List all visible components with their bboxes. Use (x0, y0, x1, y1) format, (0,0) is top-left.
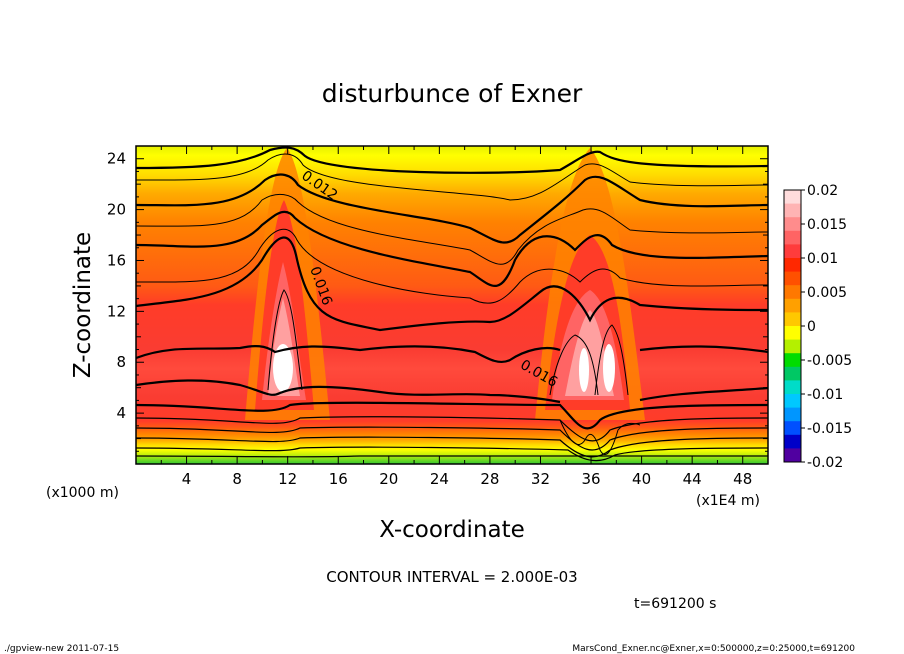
y-tick-label: 20 (107, 201, 126, 219)
colorbar-swatch (784, 434, 801, 449)
colorbar-swatch (784, 407, 801, 422)
colorbar-label: 0.02 (807, 183, 838, 199)
colorbar-swatch (784, 285, 801, 300)
y-tick-label: 12 (107, 302, 126, 320)
colorbar-swatch (784, 326, 801, 341)
heatmap-background (136, 146, 768, 464)
colorbar-swatch (784, 203, 801, 218)
x-axis-title: X-coordinate (379, 517, 525, 543)
y-axis-title: Z-coordinate (70, 232, 96, 378)
plume-right-peak-1 (579, 348, 589, 392)
y-axis-unit: (x1000 m) (46, 485, 119, 501)
colorbar-swatch (784, 244, 801, 259)
x-tick-label: 40 (632, 470, 651, 488)
y-tick-label: 24 (107, 150, 126, 168)
x-tick-label: 48 (733, 470, 752, 488)
y-tick-label: 16 (107, 251, 126, 269)
contour-interval: CONTOUR INTERVAL = 2.000E-03 (326, 568, 577, 586)
colorbar-swatch (784, 217, 801, 232)
x-tick-label: 8 (232, 470, 242, 488)
y-axis: 4 8 12 16 20 24 (107, 150, 768, 452)
colorbar-label: -0.005 (807, 353, 852, 369)
colorbar-swatch (784, 298, 801, 313)
x-axis: 4 8 12 16 20 24 28 32 36 40 44 48 (160, 146, 752, 488)
x-tick-label: 44 (683, 470, 702, 488)
y-tick-label: 8 (116, 353, 126, 371)
colorbar-swatch (784, 366, 801, 381)
plot-frame (135, 145, 769, 465)
x-tick-label: 32 (531, 470, 550, 488)
colorbar-swatch (784, 312, 801, 327)
colorbar-swatch (784, 353, 801, 368)
x-tick-label: 4 (182, 470, 192, 488)
y-tick-label: 4 (116, 404, 126, 422)
plot-area: 0.012 0.016 0.016 (136, 146, 768, 464)
colorbar: 0.02 0.015 0.01 0.005 0 -0.005 -0.01 -0.015 -0.0… (783, 183, 852, 471)
colorbar-label: 0.015 (807, 217, 847, 233)
x-tick-label: 20 (379, 470, 398, 488)
colorbar-swatch (784, 339, 801, 354)
colorbar-label: 0.005 (807, 285, 847, 301)
colorbar-label: -0.015 (807, 421, 852, 437)
x-tick-label: 24 (430, 470, 449, 488)
plume-right-peak-2 (603, 344, 615, 392)
x-tick-label: 16 (329, 470, 348, 488)
colorbar-swatch (784, 230, 801, 245)
x-axis-unit: (x1E4 m) (696, 493, 760, 509)
colorbar-swatch (784, 448, 801, 463)
time-label: t=691200 s (634, 596, 716, 612)
x-tick-label: 36 (581, 470, 600, 488)
footer-right: MarsCond_Exner.nc@Exner,x=0:500000,z=0:2… (572, 644, 855, 654)
x-tick-label: 12 (278, 470, 297, 488)
colorbar-label: -0.01 (807, 387, 843, 403)
colorbar-label: 0 (807, 319, 816, 335)
colorbar-swatch (784, 271, 801, 286)
x-tick-label: 28 (480, 470, 499, 488)
colorbar-swatch (784, 258, 801, 273)
chart-title: disturbunce of Exner (322, 79, 583, 108)
colorbar-swatch (784, 380, 801, 395)
colorbar-swatch (784, 190, 801, 205)
colorbar-label: 0.01 (807, 251, 838, 267)
colorbar-swatch (784, 421, 801, 436)
plume-left-peak (273, 344, 293, 392)
colorbar-swatch (784, 394, 801, 409)
colorbar-label: -0.02 (807, 455, 843, 471)
footer-left: ./gpview-new 2011-07-15 (4, 644, 119, 654)
